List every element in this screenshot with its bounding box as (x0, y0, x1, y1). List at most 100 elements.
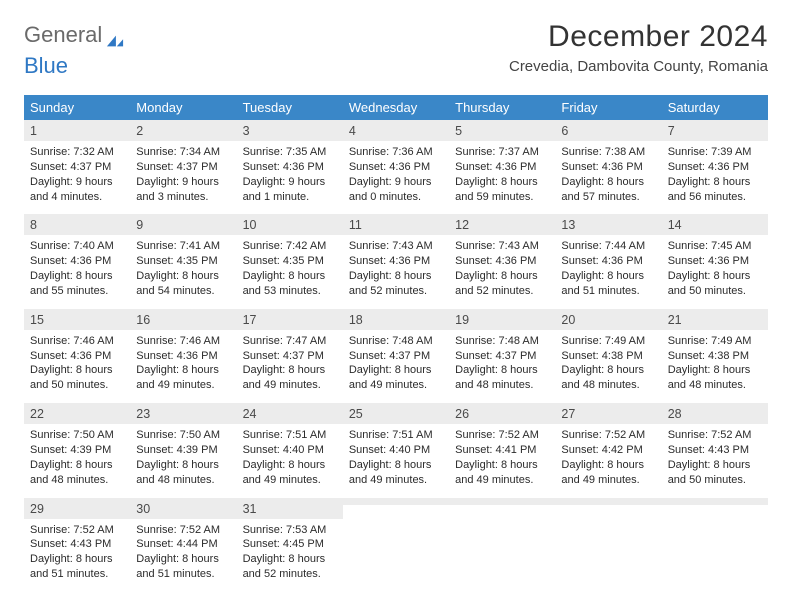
daylight-text-1: Daylight: 8 hours (349, 269, 443, 284)
day-number-cell: 13 (555, 214, 661, 235)
day-data-row: Sunrise: 7:50 AMSunset: 4:39 PMDaylight:… (24, 424, 768, 497)
day-data-cell: Sunrise: 7:49 AMSunset: 4:38 PMDaylight:… (555, 330, 661, 403)
day-number: 28 (662, 403, 768, 424)
day-number (343, 498, 449, 505)
day-data: Sunrise: 7:42 AMSunset: 4:35 PMDaylight:… (237, 235, 343, 308)
daylight-text-1: Daylight: 9 hours (243, 175, 337, 190)
day-number-cell: 20 (555, 309, 661, 330)
day-data-cell: Sunrise: 7:50 AMSunset: 4:39 PMDaylight:… (24, 424, 130, 497)
daylight-text-2: and 48 minutes. (136, 473, 230, 488)
sunset-text: Sunset: 4:37 PM (243, 349, 337, 364)
sunset-text: Sunset: 4:36 PM (668, 254, 762, 269)
day-data-cell: Sunrise: 7:37 AMSunset: 4:36 PMDaylight:… (449, 141, 555, 214)
day-data-cell: Sunrise: 7:43 AMSunset: 4:36 PMDaylight:… (343, 235, 449, 308)
day-number: 26 (449, 403, 555, 424)
day-data: Sunrise: 7:47 AMSunset: 4:37 PMDaylight:… (237, 330, 343, 403)
daylight-text-2: and 48 minutes. (455, 378, 549, 393)
day-data: Sunrise: 7:49 AMSunset: 4:38 PMDaylight:… (555, 330, 661, 403)
day-data: Sunrise: 7:32 AMSunset: 4:37 PMDaylight:… (24, 141, 130, 214)
sunrise-text: Sunrise: 7:42 AM (243, 239, 337, 254)
sunrise-text: Sunrise: 7:45 AM (668, 239, 762, 254)
daylight-text-2: and 51 minutes. (136, 567, 230, 582)
day-number: 2 (130, 120, 236, 141)
sunset-text: Sunset: 4:35 PM (136, 254, 230, 269)
sunset-text: Sunset: 4:36 PM (561, 254, 655, 269)
day-number-cell: 10 (237, 214, 343, 235)
day-number: 31 (237, 498, 343, 519)
sunset-text: Sunset: 4:40 PM (243, 443, 337, 458)
daylight-text-1: Daylight: 8 hours (243, 552, 337, 567)
day-number-row: 891011121314 (24, 214, 768, 235)
sunrise-text: Sunrise: 7:39 AM (668, 145, 762, 160)
sunset-text: Sunset: 4:37 PM (455, 349, 549, 364)
sunset-text: Sunset: 4:36 PM (349, 254, 443, 269)
day-number (662, 498, 768, 505)
weekday-header: Monday (130, 95, 236, 120)
day-number-cell: 11 (343, 214, 449, 235)
day-data-cell: Sunrise: 7:36 AMSunset: 4:36 PMDaylight:… (343, 141, 449, 214)
day-number: 4 (343, 120, 449, 141)
sunset-text: Sunset: 4:35 PM (243, 254, 337, 269)
daylight-text-2: and 49 minutes. (349, 473, 443, 488)
day-data-cell: Sunrise: 7:42 AMSunset: 4:35 PMDaylight:… (237, 235, 343, 308)
day-data: Sunrise: 7:52 AMSunset: 4:41 PMDaylight:… (449, 424, 555, 497)
daylight-text-1: Daylight: 8 hours (136, 458, 230, 473)
sunrise-text: Sunrise: 7:51 AM (349, 428, 443, 443)
day-number: 13 (555, 214, 661, 235)
day-number-cell: 22 (24, 403, 130, 424)
sunset-text: Sunset: 4:44 PM (136, 537, 230, 552)
day-number: 6 (555, 120, 661, 141)
day-data: Sunrise: 7:35 AMSunset: 4:36 PMDaylight:… (237, 141, 343, 214)
daylight-text-2: and 48 minutes. (668, 378, 762, 393)
daylight-text-2: and 50 minutes. (30, 378, 124, 393)
day-data-cell (343, 519, 449, 592)
day-number-cell: 4 (343, 120, 449, 141)
daylight-text-1: Daylight: 8 hours (455, 175, 549, 190)
brand-part1: General (24, 22, 102, 48)
day-number-cell: 30 (130, 498, 236, 519)
sunset-text: Sunset: 4:37 PM (136, 160, 230, 175)
day-number-cell: 21 (662, 309, 768, 330)
day-number: 30 (130, 498, 236, 519)
day-data-cell: Sunrise: 7:52 AMSunset: 4:44 PMDaylight:… (130, 519, 236, 592)
sunrise-text: Sunrise: 7:53 AM (243, 523, 337, 538)
daylight-text-2: and 4 minutes. (30, 190, 124, 205)
day-data: Sunrise: 7:48 AMSunset: 4:37 PMDaylight:… (343, 330, 449, 403)
day-number: 9 (130, 214, 236, 235)
day-data-cell: Sunrise: 7:48 AMSunset: 4:37 PMDaylight:… (343, 330, 449, 403)
sunset-text: Sunset: 4:43 PM (30, 537, 124, 552)
day-number-cell: 19 (449, 309, 555, 330)
day-number-cell: 14 (662, 214, 768, 235)
daylight-text-2: and 50 minutes. (668, 473, 762, 488)
day-data: Sunrise: 7:46 AMSunset: 4:36 PMDaylight:… (24, 330, 130, 403)
day-data: Sunrise: 7:45 AMSunset: 4:36 PMDaylight:… (662, 235, 768, 308)
daylight-text-1: Daylight: 8 hours (455, 269, 549, 284)
daylight-text-2: and 52 minutes. (455, 284, 549, 299)
sunrise-text: Sunrise: 7:52 AM (561, 428, 655, 443)
day-number: 7 (662, 120, 768, 141)
daylight-text-1: Daylight: 9 hours (136, 175, 230, 190)
day-data: Sunrise: 7:52 AMSunset: 4:43 PMDaylight:… (662, 424, 768, 497)
daylight-text-1: Daylight: 8 hours (668, 175, 762, 190)
daylight-text-1: Daylight: 8 hours (243, 363, 337, 378)
sunset-text: Sunset: 4:36 PM (561, 160, 655, 175)
day-number: 15 (24, 309, 130, 330)
daylight-text-1: Daylight: 8 hours (243, 458, 337, 473)
daylight-text-1: Daylight: 8 hours (455, 458, 549, 473)
sunset-text: Sunset: 4:36 PM (455, 160, 549, 175)
day-number-row: 22232425262728 (24, 403, 768, 424)
sunset-text: Sunset: 4:36 PM (243, 160, 337, 175)
sunrise-text: Sunrise: 7:38 AM (561, 145, 655, 160)
day-number-cell: 23 (130, 403, 236, 424)
sunrise-text: Sunrise: 7:49 AM (561, 334, 655, 349)
sunrise-text: Sunrise: 7:51 AM (243, 428, 337, 443)
day-number (449, 498, 555, 505)
day-number-cell: 3 (237, 120, 343, 141)
daylight-text-1: Daylight: 8 hours (349, 363, 443, 378)
day-number: 5 (449, 120, 555, 141)
daylight-text-1: Daylight: 8 hours (561, 175, 655, 190)
day-number: 17 (237, 309, 343, 330)
sunset-text: Sunset: 4:42 PM (561, 443, 655, 458)
daylight-text-2: and 3 minutes. (136, 190, 230, 205)
day-number-cell: 17 (237, 309, 343, 330)
